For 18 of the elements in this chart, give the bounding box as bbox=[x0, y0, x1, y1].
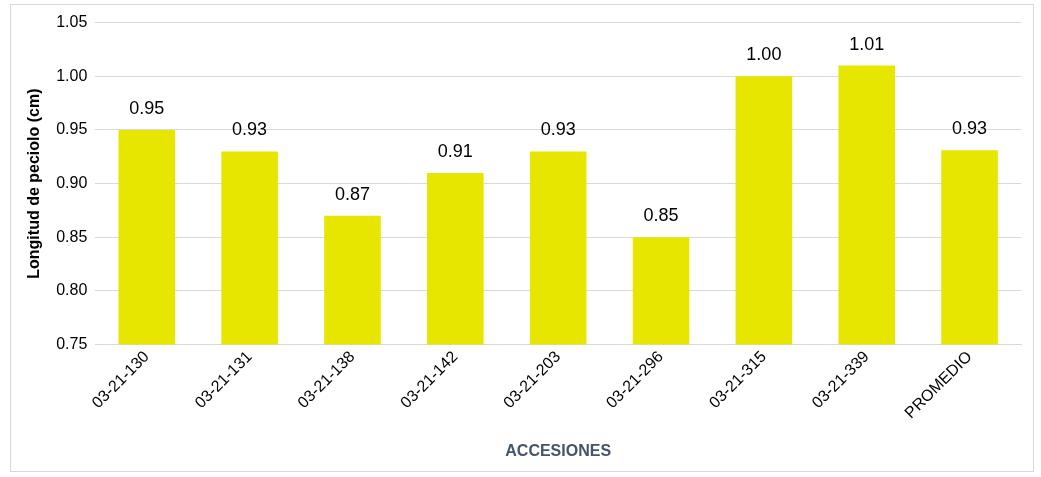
data-label: 1.01 bbox=[849, 33, 885, 54]
data-label: 0.95 bbox=[129, 97, 165, 118]
y-tick-label: 1.05 bbox=[56, 13, 88, 31]
data-label: 0.85 bbox=[643, 205, 679, 226]
x-axis-title: ACCESIONES bbox=[505, 441, 612, 459]
y-tick-label: 1.00 bbox=[56, 66, 88, 84]
y-tick-label: 0.90 bbox=[56, 174, 88, 192]
y-tick-label: 0.85 bbox=[56, 227, 88, 245]
data-label: 0.93 bbox=[540, 119, 576, 140]
y-axis-title: Longitud de peciolo (cm) bbox=[25, 88, 43, 279]
y-tick-label: 0.80 bbox=[56, 281, 88, 299]
data-label: 0.93 bbox=[952, 118, 988, 139]
data-label: 0.93 bbox=[232, 119, 268, 140]
y-tick-label: 0.75 bbox=[56, 335, 88, 353]
data-label: 1.00 bbox=[746, 44, 782, 65]
data-label: 0.87 bbox=[334, 183, 370, 204]
y-tick-label: 0.95 bbox=[56, 120, 88, 138]
data-label: 0.91 bbox=[437, 140, 473, 161]
